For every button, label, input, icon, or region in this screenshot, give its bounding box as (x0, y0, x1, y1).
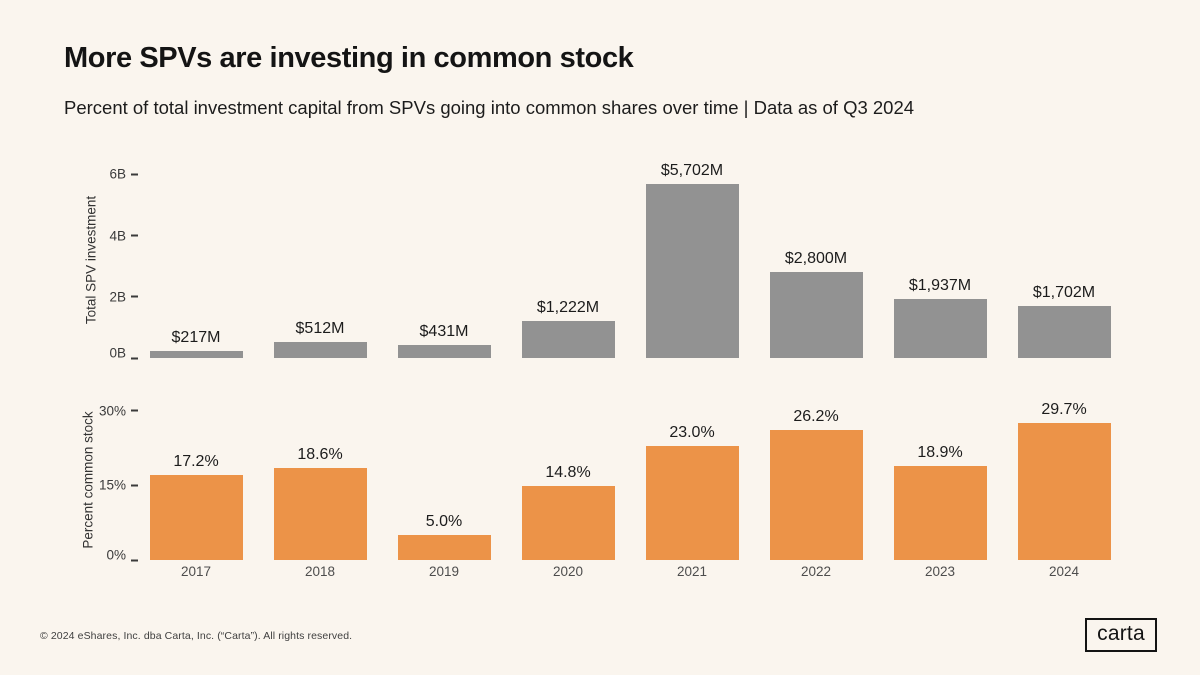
page-title: More SPVs are investing in common stock (64, 42, 634, 74)
bar-2022 (769, 272, 863, 358)
y-axis-ticks-percent-common: 0% 15% 30% (0, 401, 138, 563)
y-tick-6B: 6B (109, 167, 138, 182)
bar-value-label: 18.9% (917, 444, 963, 462)
bar-value-label: 29.7% (1041, 401, 1087, 418)
x-label-2022: 2022 (800, 564, 832, 579)
bar-group-2023: $1,937M (878, 162, 1002, 358)
bar-group-2017: $217M (134, 162, 258, 358)
y-tick-mark (131, 173, 138, 176)
x-label-2019: 2019 (428, 564, 460, 579)
plot-area-total-spv: $217M $512M $431M $1,222M $5,702M $2,800M $1,9… (134, 162, 1126, 358)
y-tick-label: 0% (106, 547, 126, 563)
y-tick-2B: 2B (109, 289, 138, 304)
bar-group-2019: 5.0% (382, 401, 506, 560)
bar-group-2018: $512M (258, 162, 382, 358)
bar-2018 (273, 342, 367, 358)
x-label-2017: 2017 (180, 564, 212, 579)
bar-value-label: $1,702M (1032, 283, 1096, 301)
y-tick-4B: 4B (109, 228, 138, 243)
bar-value-label: $512M (295, 320, 345, 338)
bar-group-2022: 26.2% (754, 401, 878, 560)
bar-value-label: $2,800M (784, 250, 848, 268)
bar-2023 (893, 466, 987, 560)
y-tick-label: 6B (109, 166, 126, 182)
bar-2018 (273, 467, 367, 560)
bar-group-2019: $431M (382, 162, 506, 358)
y-tick-mark (131, 234, 138, 237)
bar-2017 (149, 351, 243, 358)
bar-2019 (397, 535, 491, 560)
bar-value-label: 18.6% (297, 445, 343, 463)
x-axis-labels: 2017 2018 2019 2020 2021 2022 2023 2024 (134, 564, 1126, 579)
y-tick-mark (131, 409, 138, 412)
bar-2021 (645, 184, 739, 358)
y-tick-0B: 0B (109, 346, 138, 366)
bar-value-label: $431M (419, 322, 469, 340)
y-tick-mark (131, 357, 138, 359)
x-label-2024: 2024 (1048, 564, 1080, 579)
bar-group-2021: 23.0% (630, 401, 754, 560)
y-tick-label: 4B (109, 228, 126, 243)
bar-2020 (521, 486, 615, 560)
bar-value-label: $1,222M (536, 298, 600, 316)
bar-2017 (149, 474, 243, 560)
bar-2024 (1017, 305, 1111, 358)
bar-value-label: 5.0% (425, 513, 463, 531)
copyright-text: © 2024 eShares, Inc. dba Carta, Inc. (“C… (40, 630, 353, 642)
bar-group-2022: $2,800M (754, 162, 878, 358)
bar-2019 (397, 344, 491, 358)
plot-area-percent-common: 17.2% 18.6% 5.0% 14.8% 23.0% 26.2% 18.9% 29.7% (134, 401, 1126, 560)
y-tick-mark (131, 559, 138, 561)
x-label-2021: 2021 (676, 564, 708, 579)
bar-group-2024: $1,702M (1002, 162, 1126, 358)
bar-group-2018: 18.6% (258, 401, 382, 560)
bar-value-label: $217M (171, 329, 221, 347)
bar-2023 (893, 298, 987, 358)
bar-value-label: $5,702M (660, 162, 724, 179)
bar-value-label: 17.2% (173, 452, 219, 470)
y-tick-30%: 30% (99, 403, 138, 418)
y-tick-label: 15% (98, 477, 126, 493)
x-label-2023: 2023 (924, 564, 956, 579)
x-label-2018: 2018 (304, 564, 336, 579)
y-tick-mark (131, 484, 138, 487)
bar-group-2023: 18.9% (878, 401, 1002, 560)
y-axis-ticks-total-spv: 0B 2B 4B 6B (0, 162, 138, 361)
bar-2020 (521, 320, 615, 358)
bar-value-label: 26.2% (793, 407, 839, 425)
x-label-2020: 2020 (552, 564, 584, 579)
y-tick-label: 0B (109, 345, 126, 361)
bar-group-2017: 17.2% (134, 401, 258, 560)
y-tick-label: 2B (109, 289, 126, 305)
bar-2024 (1017, 423, 1111, 560)
bar-group-2021: $5,702M (630, 162, 754, 358)
bar-2021 (645, 445, 739, 560)
carta-logo: carta (1085, 618, 1157, 652)
bar-value-label: 14.8% (545, 464, 591, 482)
y-tick-mark (131, 295, 138, 298)
bar-2022 (769, 429, 863, 560)
bar-group-2020: 14.8% (506, 401, 630, 560)
bar-value-label: $1,937M (908, 276, 972, 294)
bar-group-2024: 29.7% (1002, 401, 1126, 560)
y-tick-15%: 15% (99, 478, 138, 493)
y-tick-label: 30% (98, 403, 126, 419)
y-tick-0%: 0% (106, 548, 138, 568)
page-subtitle: Percent of total investment capital from… (64, 97, 915, 118)
bar-group-2020: $1,222M (506, 162, 630, 358)
bar-value-label: 23.0% (669, 423, 715, 441)
